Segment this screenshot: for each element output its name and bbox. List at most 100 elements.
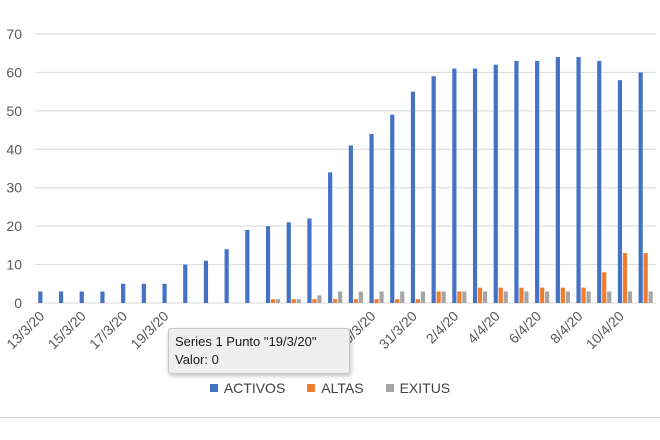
bar-activos-25[interactable] bbox=[555, 57, 560, 304]
bar-activos-28[interactable] bbox=[617, 80, 623, 303]
bar-activos-10[interactable] bbox=[245, 229, 250, 303]
bar-exitus-20[interactable] bbox=[462, 291, 467, 303]
bar-activos-15[interactable] bbox=[348, 145, 353, 303]
bar-altas-29[interactable] bbox=[643, 253, 648, 303]
bar-altas-17[interactable] bbox=[395, 299, 400, 303]
bar-altas-14[interactable] bbox=[333, 299, 338, 303]
bar-exitus-27[interactable] bbox=[607, 291, 612, 303]
bar-activos-1[interactable] bbox=[58, 291, 64, 303]
bar-activos-12[interactable] bbox=[286, 222, 291, 303]
legend-item-altas: ALTAS bbox=[307, 380, 364, 396]
bar-activos-20[interactable] bbox=[452, 68, 457, 303]
bar-activos-26[interactable] bbox=[576, 57, 581, 304]
bar-altas-27[interactable] bbox=[602, 272, 607, 303]
bar-exitus-17[interactable] bbox=[400, 291, 405, 303]
bar-activos-19[interactable] bbox=[431, 76, 436, 304]
bar-activos-22[interactable] bbox=[493, 64, 498, 304]
y-tick-label: 60 bbox=[6, 64, 22, 80]
bar-exitus-16[interactable] bbox=[379, 291, 384, 303]
bar-altas-22[interactable] bbox=[498, 287, 503, 303]
bar-exitus-19[interactable] bbox=[441, 291, 446, 303]
bar-altas-20[interactable] bbox=[457, 291, 462, 303]
y-tick-label: 40 bbox=[6, 141, 22, 157]
x-tick-label: 17/3/20 bbox=[86, 308, 130, 352]
y-axis-ticks: 0 10 20 30 40 50 60 70 bbox=[6, 26, 22, 311]
bar-activos-24[interactable] bbox=[535, 60, 540, 304]
x-tick-label: 15/3/20 bbox=[45, 308, 89, 352]
bar-altas-13[interactable] bbox=[312, 299, 317, 303]
bar-exitus-26[interactable] bbox=[586, 291, 591, 303]
bar-exitus-12[interactable] bbox=[296, 299, 301, 303]
bar-activos-9[interactable] bbox=[224, 249, 229, 303]
bar-altas-19[interactable] bbox=[436, 291, 441, 303]
bar-exitus-23[interactable] bbox=[524, 291, 529, 303]
x-tick-label: 10/4/20 bbox=[583, 308, 627, 352]
bars-group bbox=[38, 57, 653, 304]
legend-item-activos: ACTIVOS bbox=[209, 380, 286, 396]
bar-exitus-24[interactable] bbox=[545, 291, 550, 303]
x-tick-label: 6/4/20 bbox=[505, 308, 544, 347]
bar-altas-21[interactable] bbox=[477, 287, 483, 303]
bar-altas-28[interactable] bbox=[622, 253, 628, 303]
data-tooltip: Series 1 Punto "19/3/20" Valor: 0 bbox=[168, 328, 350, 374]
bar-activos-17[interactable] bbox=[390, 114, 395, 303]
bottom-divider bbox=[0, 417, 660, 418]
bar-exitus-29[interactable] bbox=[648, 291, 653, 303]
x-tick-label: 4/4/20 bbox=[464, 308, 503, 347]
bar-activos-2[interactable] bbox=[79, 291, 84, 303]
bar-exitus-18[interactable] bbox=[420, 291, 426, 303]
bar-activos-14[interactable] bbox=[328, 172, 333, 303]
bar-activos-5[interactable] bbox=[141, 283, 146, 303]
legend-item-exitus: EXITUS bbox=[385, 380, 451, 396]
bar-activos-13[interactable] bbox=[307, 218, 312, 303]
bar-exitus-15[interactable] bbox=[358, 291, 363, 303]
bar-activos-18[interactable] bbox=[410, 91, 416, 303]
x-tick-label: 2/4/20 bbox=[423, 308, 462, 347]
bar-activos-16[interactable] bbox=[369, 133, 374, 303]
bar-altas-26[interactable] bbox=[581, 287, 586, 303]
bar-exitus-25[interactable] bbox=[565, 291, 570, 303]
bar-altas-15[interactable] bbox=[353, 299, 358, 303]
legend-label-exitus: EXITUS bbox=[399, 380, 451, 396]
bar-exitus-21[interactable] bbox=[482, 291, 488, 303]
bar-activos-23[interactable] bbox=[514, 60, 519, 304]
bar-activos-0[interactable] bbox=[38, 291, 43, 303]
bar-altas-12[interactable] bbox=[291, 299, 296, 303]
bar-activos-4[interactable] bbox=[121, 283, 126, 303]
tooltip-line-1: Series 1 Punto "19/3/20" bbox=[175, 334, 317, 349]
legend-swatch-activos bbox=[209, 384, 218, 392]
gridlines bbox=[35, 33, 656, 304]
bar-exitus-28[interactable] bbox=[627, 291, 633, 303]
bar-activos-27[interactable] bbox=[597, 60, 602, 304]
bar-activos-6[interactable] bbox=[162, 283, 167, 303]
bar-altas-24[interactable] bbox=[540, 287, 545, 303]
legend-swatch-altas bbox=[307, 384, 316, 392]
legend-swatch-exitus bbox=[385, 384, 394, 392]
bar-altas-23[interactable] bbox=[519, 287, 524, 303]
x-tick-label: 19/3/20 bbox=[127, 308, 171, 352]
x-tick-label: 13/3/20 bbox=[3, 308, 47, 352]
legend-label-altas: ALTAS bbox=[321, 380, 364, 396]
legend-label-activos: ACTIVOS bbox=[223, 380, 286, 396]
bar-altas-18[interactable] bbox=[415, 299, 421, 303]
y-tick-label: 20 bbox=[6, 218, 22, 234]
bar-exitus-22[interactable] bbox=[503, 291, 508, 303]
x-tick-label: 31/3/20 bbox=[376, 308, 420, 352]
bar-activos-29[interactable] bbox=[638, 72, 643, 304]
bar-altas-16[interactable] bbox=[374, 299, 379, 303]
bar-activos-11[interactable] bbox=[265, 226, 271, 303]
chart-plot: 0 10 20 30 40 50 60 70 13/3/2015/3/2017/3/2019/… bbox=[3, 26, 656, 352]
legend: ACTIVOS ALTAS EXITUS bbox=[0, 380, 660, 396]
bar-exitus-11[interactable] bbox=[275, 299, 281, 303]
bar-activos-21[interactable] bbox=[472, 68, 478, 303]
y-tick-label: 30 bbox=[6, 180, 22, 196]
x-tick-label: 8/4/20 bbox=[547, 308, 586, 347]
bar-activos-8[interactable] bbox=[203, 260, 209, 303]
bar-altas-11[interactable] bbox=[270, 299, 276, 303]
bar-exitus-13[interactable] bbox=[317, 295, 322, 303]
bar-activos-7[interactable] bbox=[183, 264, 188, 303]
tooltip-line-2: Valor: 0 bbox=[175, 352, 219, 367]
bar-activos-3[interactable] bbox=[100, 291, 105, 303]
bar-exitus-14[interactable] bbox=[338, 291, 343, 303]
bar-altas-25[interactable] bbox=[560, 287, 565, 303]
